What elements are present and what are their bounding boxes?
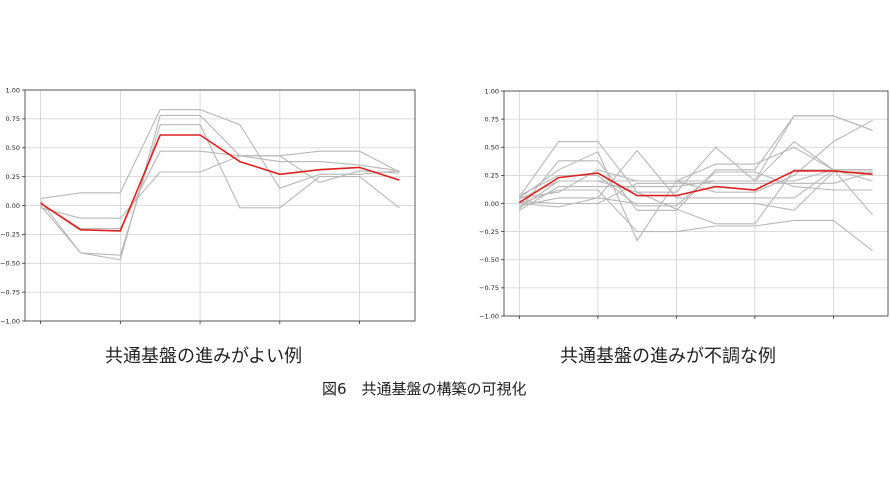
highlight-series-line xyxy=(40,134,400,232)
y-tick-label: −0.75 xyxy=(0,288,20,296)
y-tick-label: −0.75 xyxy=(479,284,499,292)
y-tick-label: 1.00 xyxy=(485,87,499,95)
plot-frame xyxy=(503,90,889,317)
plot-frame xyxy=(24,89,416,322)
highlight-series-line xyxy=(518,170,873,204)
figure-caption: 図6 共通基盤の構築の可視化 xyxy=(322,380,527,398)
background-series-line xyxy=(518,140,874,216)
y-tick-label: 0.25 xyxy=(485,172,499,180)
y-tick-label: −0.50 xyxy=(479,256,499,264)
y-tick-label: 0.00 xyxy=(485,200,499,208)
background-series-line xyxy=(40,114,400,261)
y-tick-label: 0.75 xyxy=(485,115,499,123)
y-tick-label: 1.00 xyxy=(6,86,20,94)
y-tick-label: 0.50 xyxy=(6,144,20,152)
chart-left: 1.00 0.75 0.50 0.25 0.00 −0.25 −0.50 −0.75 −1.00 xyxy=(0,86,416,325)
background-series-line xyxy=(519,149,873,207)
background-series-line xyxy=(519,169,873,225)
y-tick-label: 0.50 xyxy=(485,144,499,152)
y-tick-label: −0.25 xyxy=(0,231,20,239)
y-tick-label: 0.75 xyxy=(6,115,20,123)
background-series-line xyxy=(519,171,873,211)
background-series-line xyxy=(519,115,873,242)
y-tick-label: −0.50 xyxy=(0,260,20,268)
background-series-line xyxy=(519,171,873,205)
chart-right: 1.00 0.75 0.50 0.25 0.00 −0.25 −0.50 −0.75 −1.00 xyxy=(479,87,889,320)
background-series-line xyxy=(40,109,400,200)
background-series-line xyxy=(519,189,873,252)
y-tick-label: 0.00 xyxy=(6,202,20,210)
background-series-line xyxy=(40,155,400,219)
chart-left-caption: 共通基盤の進みがよい例 xyxy=(105,346,303,367)
background-series-line xyxy=(519,171,873,207)
y-tick-label: −1.00 xyxy=(0,317,20,325)
background-series-line xyxy=(40,150,400,230)
background-series-line xyxy=(519,146,873,199)
y-tick-label: −0.25 xyxy=(479,228,499,236)
background-series-line xyxy=(40,124,400,256)
y-tick-label: 0.25 xyxy=(6,173,20,181)
y-tick-label: −1.00 xyxy=(479,312,499,320)
chart-right-caption: 共通基盤の進みが不調な例 xyxy=(560,346,776,367)
